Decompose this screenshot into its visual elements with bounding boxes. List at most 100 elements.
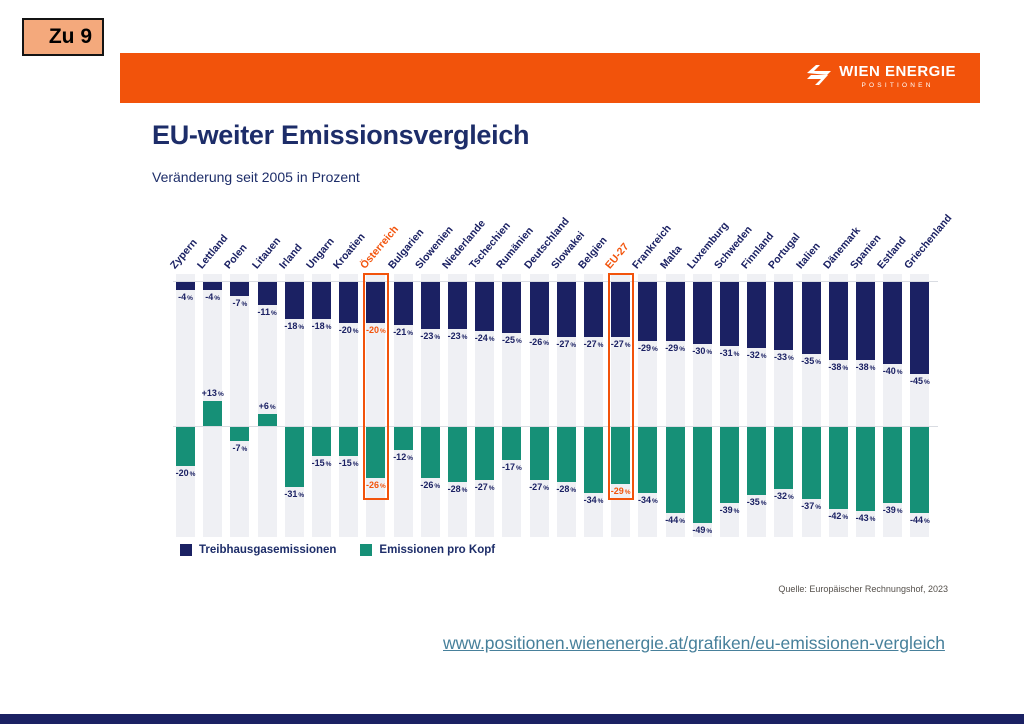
ghg-bar (420, 282, 440, 330)
brand-subname: POSITIONEN (861, 82, 934, 89)
per-capita-value-label: -43% (855, 512, 876, 523)
per-capita-bar (230, 427, 250, 441)
per-capita-bar (502, 427, 522, 461)
wien-energie-flash-icon (806, 64, 832, 91)
url-row: www.positionen.wienenergie.at/grafiken/e… (443, 633, 945, 654)
ghg-legend-label: Treibhausgasemissionen (199, 544, 337, 556)
per-capita-value-label: -37% (801, 501, 821, 512)
column-strip (257, 274, 277, 537)
ghg-value-label: -38% (828, 361, 849, 372)
per-capita-bar (312, 427, 331, 457)
per-capita-bar (339, 427, 359, 457)
column-strip (230, 274, 250, 537)
ghg-bar (366, 282, 386, 323)
brand-logo-text: WIEN ENERGIE POSITIONEN (839, 64, 956, 90)
per-capita-value-label: -27% (474, 481, 495, 492)
ghg-value-label: -11% (257, 306, 277, 317)
ghg-value-label: -38% (855, 361, 876, 372)
ghg-value-label: -27% (583, 339, 604, 350)
per-capita-value-label: -39% (719, 505, 740, 516)
ghg-value-label: -7% (232, 298, 248, 309)
country-label: Ungarn (304, 235, 337, 272)
per-capita-bar (883, 427, 903, 504)
slide-tag: Zu 9 (22, 18, 104, 56)
ghg-bar (883, 282, 903, 364)
ghg-value-label: -45% (909, 376, 930, 387)
per-capita-bar (638, 427, 658, 494)
per-capita-value-label: -26% (365, 479, 386, 490)
highlight-box (362, 273, 389, 500)
ghg-bar (203, 282, 223, 291)
ghg-bar (747, 282, 767, 348)
per-capita-value-label: -34% (637, 495, 658, 506)
ghg-value-label: -27% (610, 339, 631, 350)
column-strip (312, 274, 331, 537)
brand-name: WIEN ENERGIE (839, 63, 956, 80)
page-subtitle: Veränderung seit 2005 in Prozent (152, 169, 360, 185)
slide-tag-label: Zu 9 (48, 25, 92, 48)
legend-item-per-capita: Emissionen pro Kopf (360, 544, 495, 556)
per-capita-bar (774, 427, 794, 490)
ghg-bar (284, 282, 304, 319)
bottom-baseline (173, 426, 938, 427)
ghg-bar (475, 282, 495, 332)
per-capita-bar (420, 427, 440, 478)
per-capita-value-label: -29% (610, 485, 631, 496)
source-url-link[interactable]: www.positionen.wienenergie.at/grafiken/e… (443, 633, 945, 653)
column-strip (393, 274, 413, 537)
per-capita-value-label: -26% (420, 479, 441, 490)
ghg-bar (774, 282, 794, 350)
per-capita-value-label: -28% (447, 483, 468, 494)
country-label: Zypern (168, 236, 200, 272)
per-capita-bar (856, 427, 875, 511)
brand-logo: WIEN ENERGIE POSITIONEN (806, 64, 956, 91)
ghg-value-label: -40% (882, 366, 903, 376)
per-capita-value-label: -20% (175, 468, 196, 478)
per-capita-value-label: -7% (232, 442, 248, 453)
per-capita-bar (910, 427, 930, 513)
top-baseline (173, 281, 938, 282)
ghg-bar (584, 282, 603, 338)
per-capita-value-label: -32% (773, 491, 794, 502)
ghg-value-label: -24% (474, 333, 495, 344)
ghg-value-label: -23% (447, 331, 468, 342)
ghg-bar (312, 282, 331, 319)
per-capita-bar (665, 427, 685, 513)
ghg-value-label: -20% (338, 325, 359, 335)
per-capita-bar (801, 427, 821, 500)
header-bar: WIEN ENERGIE POSITIONEN (120, 53, 980, 103)
per-capita-value-label: -34% (583, 495, 604, 506)
ghg-value-label: -25% (501, 335, 522, 346)
chart-legend: Treibhausgasemissionen Emissionen pro Ko… (180, 544, 495, 556)
per-capita-bar (284, 427, 304, 488)
per-capita-value-label: -27% (529, 481, 549, 492)
per-capita-value-label: -31% (284, 489, 305, 500)
ghg-value-label: -20% (365, 325, 386, 335)
ghg-bar (176, 282, 195, 291)
per-capita-bar (556, 427, 576, 482)
ghg-value-label: -23% (420, 331, 441, 342)
ghg-bar (801, 282, 821, 354)
ghg-value-label: -29% (637, 343, 658, 354)
ghg-value-label: -21% (393, 327, 413, 338)
ghg-bar (828, 282, 848, 360)
ghg-value-label: -29% (665, 343, 685, 354)
per-capita-bar (176, 427, 195, 466)
ghg-bar (910, 282, 930, 375)
ghg-bar (339, 282, 359, 323)
ghg-bar (230, 282, 250, 297)
per-capita-legend-label: Emissionen pro Kopf (379, 544, 496, 556)
per-capita-bar (720, 427, 739, 504)
per-capita-value-label: -12% (393, 452, 413, 463)
ghg-value-label: -26% (529, 337, 549, 348)
ghg-value-label: -18% (311, 320, 332, 331)
per-capita-value-label: -39% (882, 505, 903, 516)
ghg-bar (611, 282, 631, 338)
per-capita-value-label: -15% (311, 458, 332, 469)
ghg-bar (556, 282, 576, 338)
per-capita-value-label: -15% (338, 458, 359, 469)
per-capita-bar (448, 427, 467, 482)
ghg-value-label: -32% (746, 349, 767, 360)
highlight-box (607, 273, 634, 500)
